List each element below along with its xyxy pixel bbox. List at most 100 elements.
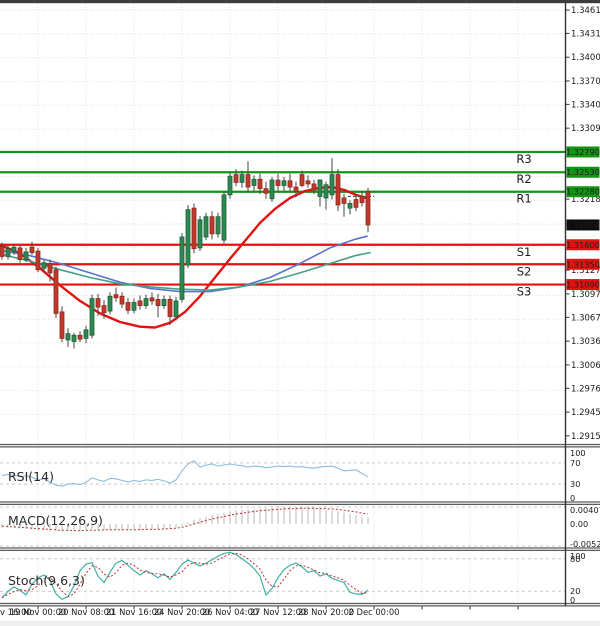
candle-bullish [5,248,11,257]
y-axis-tick-label: 1.33700 [571,77,600,87]
resistance-R2-badge-text: 1.32530 [566,167,600,177]
rsi-tick-label: 0 [570,493,575,503]
candle-bearish [305,180,311,185]
rsi-tick-label: 70 [570,458,580,468]
candle-bullish [185,209,191,266]
x-axis-tick-label: 2 Dec 00:00 [349,607,400,617]
macd-signal-line [1,507,369,532]
rsi-line [1,460,369,487]
candle-bullish [131,302,137,311]
candle-bearish [59,311,65,339]
candle-bearish [335,174,341,206]
candle-bearish [125,302,131,311]
candle-bearish [209,216,215,235]
candle-bearish [257,178,263,190]
candle-bearish [113,294,119,299]
level-label-R3: R3 [516,152,531,166]
current-price-badge-text: 1.31854 [566,220,600,230]
candle-bullish [173,300,179,317]
support-S1-badge [566,239,600,251]
x-axis-tick-label: 26 Nov 04:00 [202,607,258,617]
chart-top-border [0,0,600,4]
resistance-R1-badge-text: 1.32280 [566,187,600,197]
y-axis-tick-label: 1.32185 [571,195,600,205]
x-axis-tick-label: 21 Nov 16:00 [106,607,162,617]
stoch-tick-label: 80 [570,554,580,564]
level-label-S2: S2 [517,264,532,278]
level-label-R1: R1 [516,192,531,206]
y-axis-tick-label: 1.29455 [571,408,600,418]
y-axis-tick-label: 1.30365 [571,337,600,347]
candle-bullish [41,262,47,269]
resistance-R1-badge [566,186,600,198]
support-S1-badge-text: 1.31600 [566,240,600,250]
candle-bearish [0,245,5,257]
candle-bearish [137,300,143,307]
candle-bullish [11,246,17,253]
support-S3-badge [566,279,600,291]
candle-bullish [83,329,89,339]
x-axis-tick-label: v 16:00 [0,607,32,617]
candle-bullish [107,295,113,312]
y-axis-tick-label: 1.31275 [571,266,600,276]
candle-bearish [311,183,317,191]
x-axis-tick-label: 19 Nov 00:00 [10,607,66,617]
rsi-panel-label: RSI(14) [8,469,54,484]
candle-bullish [65,333,71,341]
candle-bearish [53,269,59,314]
candle-bearish [35,250,41,271]
rsi-tick-label: 30 [570,479,580,489]
candle-bearish [191,207,197,250]
candle-bearish [299,174,305,186]
candle-bearish [101,305,107,314]
macd-tick-label: 0.00 [570,519,588,529]
candle-bearish [233,174,239,183]
candle-bearish [95,298,101,308]
y-axis-tick-label: 1.30670 [571,313,600,323]
level-label-S1: S1 [517,245,532,259]
candle-bearish [263,188,269,194]
candle-bullish [281,180,287,186]
candle-bullish [251,178,257,186]
x-axis-tick-label: 28 Nov 20:00 [298,607,354,617]
y-axis-tick-label: 1.29760 [571,384,600,394]
macd-tick-label: -0.005289 [570,539,600,549]
candle-bullish [71,334,77,342]
candle-bearish [341,197,347,204]
candle-bearish [293,186,299,193]
y-axis-tick-label: 1.34610 [571,6,600,16]
stoch-tick-label: 100 [570,551,586,561]
candle-bullish [221,194,227,241]
candle-bearish [275,179,281,186]
resistance-R3-badge [566,146,600,158]
candle-bearish [149,297,155,302]
ma-teal-line [0,251,371,291]
y-axis-tick-label: 1.33095 [571,124,600,134]
support-S3-badge-text: 1.31090 [566,280,600,290]
y-axis-tick-label: 1.34310 [571,29,600,39]
level-label-R2: R2 [516,172,531,186]
candle-bearish [245,174,251,188]
ma-blue-line [0,235,368,293]
resistance-R3-badge-text: 1.32790 [566,147,600,157]
macd-panel-label: MACD(12,26,9) [8,513,103,528]
support-S2-badge-text: 1.31350 [566,259,600,269]
y-axis-tick-label: 1.34005 [571,53,600,63]
stoch-k-line [1,551,369,601]
candle-bearish [29,246,35,253]
stoch-tick-label: 0 [570,595,575,605]
candle-bullish [179,236,185,300]
x-axis-tick-label: 20 Nov 08:00 [58,607,114,617]
candle-bullish [203,216,209,238]
candle-bearish [77,334,83,340]
candle-bearish [119,295,125,305]
candle-bearish [353,199,359,208]
candle-bearish [287,180,293,188]
candle-bearish [155,298,161,307]
bottom-strip [0,620,600,626]
y-axis-tick-label: 1.30060 [571,361,600,371]
stoch-panel-label: Stoch(9,6,3) [8,573,85,588]
candle-bearish [365,191,371,226]
candle-bullish [269,179,275,200]
